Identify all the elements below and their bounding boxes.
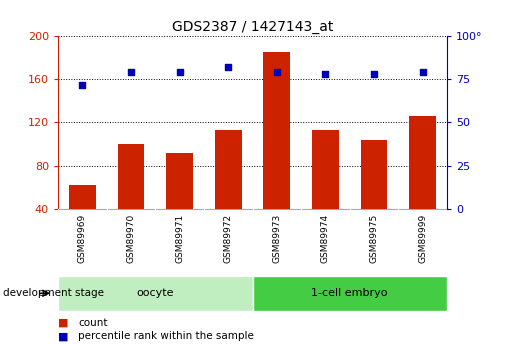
Point: [321, 71, 329, 77]
Text: 1-cell embryo: 1-cell embryo: [312, 288, 388, 298]
Point: [419, 70, 427, 75]
Bar: [118, 144, 144, 209]
Bar: [166, 152, 193, 209]
Text: ■: ■: [58, 332, 69, 341]
Bar: [215, 130, 241, 209]
Text: GSM89970: GSM89970: [126, 214, 135, 263]
Point: [176, 70, 184, 75]
Text: development stage: development stage: [3, 288, 104, 298]
Point: [78, 82, 86, 87]
Bar: [264, 52, 290, 209]
Point: [370, 71, 378, 77]
Text: GSM89973: GSM89973: [272, 214, 281, 263]
Bar: [252, 276, 447, 310]
Bar: [69, 185, 96, 209]
Point: [224, 65, 232, 70]
Point: [273, 70, 281, 75]
Text: GSM89969: GSM89969: [78, 214, 87, 263]
Text: GSM89972: GSM89972: [224, 214, 233, 263]
Bar: [312, 130, 339, 209]
Text: GSM89975: GSM89975: [370, 214, 379, 263]
Text: GSM89974: GSM89974: [321, 214, 330, 263]
Text: oocyte: oocyte: [136, 288, 174, 298]
Bar: [58, 276, 252, 310]
Text: percentile rank within the sample: percentile rank within the sample: [78, 332, 254, 341]
Text: GSM89999: GSM89999: [418, 214, 427, 263]
Text: ■: ■: [58, 318, 69, 327]
Bar: [361, 140, 387, 209]
Point: [127, 70, 135, 75]
Text: GSM89971: GSM89971: [175, 214, 184, 263]
Bar: [409, 116, 436, 209]
Title: GDS2387 / 1427143_at: GDS2387 / 1427143_at: [172, 20, 333, 34]
Text: count: count: [78, 318, 108, 327]
